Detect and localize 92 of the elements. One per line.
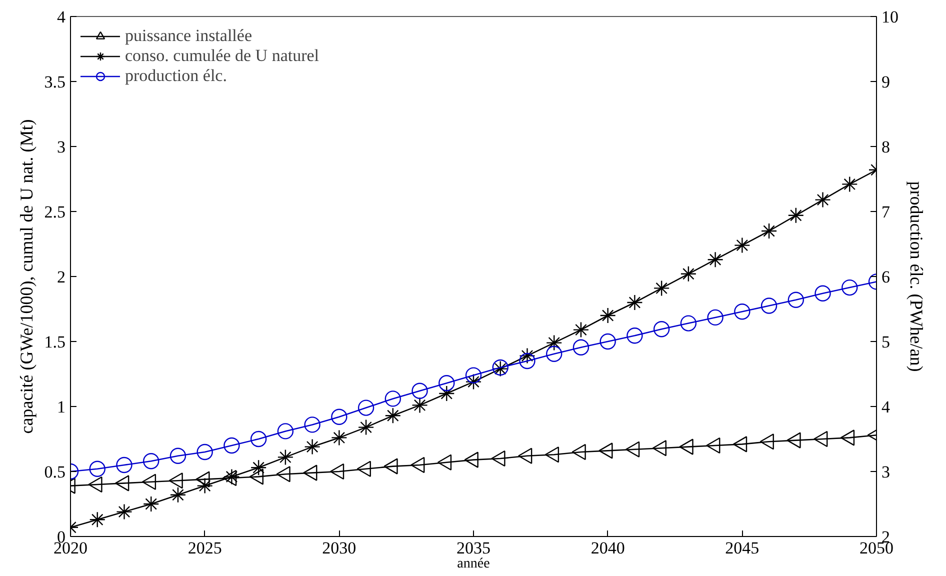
x-axis-title: année [457,556,490,572]
point [626,328,643,344]
point [572,339,590,356]
point [546,334,562,351]
point [544,446,560,463]
y2-tick-label: 5 [882,332,890,352]
point [331,430,348,446]
point [89,512,106,528]
point [464,452,478,468]
point [170,486,186,503]
point [706,437,720,454]
y2-tick-label: 10 [882,8,898,26]
point [788,292,804,308]
x-tick-label: 2025 [188,538,222,558]
point [224,468,240,485]
point [384,408,401,424]
point [842,279,858,296]
point [519,348,536,364]
point [814,285,831,302]
x-tick-label: 2040 [590,538,625,558]
point [707,309,724,326]
point [625,441,640,458]
point [438,375,455,392]
point [732,436,748,452]
point [814,430,828,448]
point [465,367,482,384]
point [304,438,320,455]
point [196,444,213,460]
point [89,460,106,477]
point [840,430,855,446]
point [519,352,536,370]
point [116,456,132,474]
point [331,408,348,425]
y2-tick-label: 9 [882,72,890,92]
point [224,437,240,454]
y-tick-label: 2.5 [44,202,66,222]
x-tick-label: 2035 [456,538,490,558]
point [572,444,586,460]
point [116,504,132,520]
point [760,434,774,450]
point [652,440,666,456]
point [786,432,801,448]
y-tick-label: 1.5 [44,332,66,352]
point [196,478,213,494]
y-tick-label: 1 [57,398,66,416]
legend-label: production élc. [125,66,227,86]
y-tick-label: 4 [57,8,66,26]
y2-tick-label: 7 [882,202,890,222]
x-tick-label: 2045 [725,538,760,558]
point [546,346,562,362]
point [600,333,616,350]
point [598,442,613,459]
y-tick-label: 3 [57,138,66,156]
y-tick-label: 3.5 [44,72,66,92]
point [412,382,428,399]
x-tick-label: 2030 [322,538,356,558]
y-tick-label: 0.5 [44,462,66,482]
y-axis-title: capacité (GWe/1000), cumul de U nat. (Mt) [16,119,36,434]
point [437,454,452,470]
point [734,304,750,320]
point [358,400,374,416]
point [304,416,320,433]
point [143,453,160,470]
point [250,430,267,448]
point [277,449,294,466]
y2-tick-label: 3 [882,462,890,482]
y2-tick-label: 6 [882,268,890,286]
legend-label: puissance installée [125,26,252,46]
point [410,456,425,474]
point [679,438,694,455]
point [412,397,428,414]
y2-tick-label: 8 [882,138,890,156]
y-tick-label: 2 [57,268,66,286]
point [600,307,616,324]
point [170,448,186,464]
point [143,496,160,512]
legend-label: conso. cumulée de U naturel [125,46,320,66]
point [760,298,778,314]
point [277,423,294,440]
point [572,322,590,338]
point [384,458,398,474]
point [358,419,374,436]
point [680,315,697,332]
point [491,450,506,467]
point [465,374,482,390]
point [653,321,670,338]
point [518,448,532,464]
point [384,390,401,407]
point [250,460,267,476]
y2-tick-label: 4 [882,398,890,416]
point [438,385,455,402]
y2-axis-title: production élc. (PWhe/an) [906,181,926,372]
